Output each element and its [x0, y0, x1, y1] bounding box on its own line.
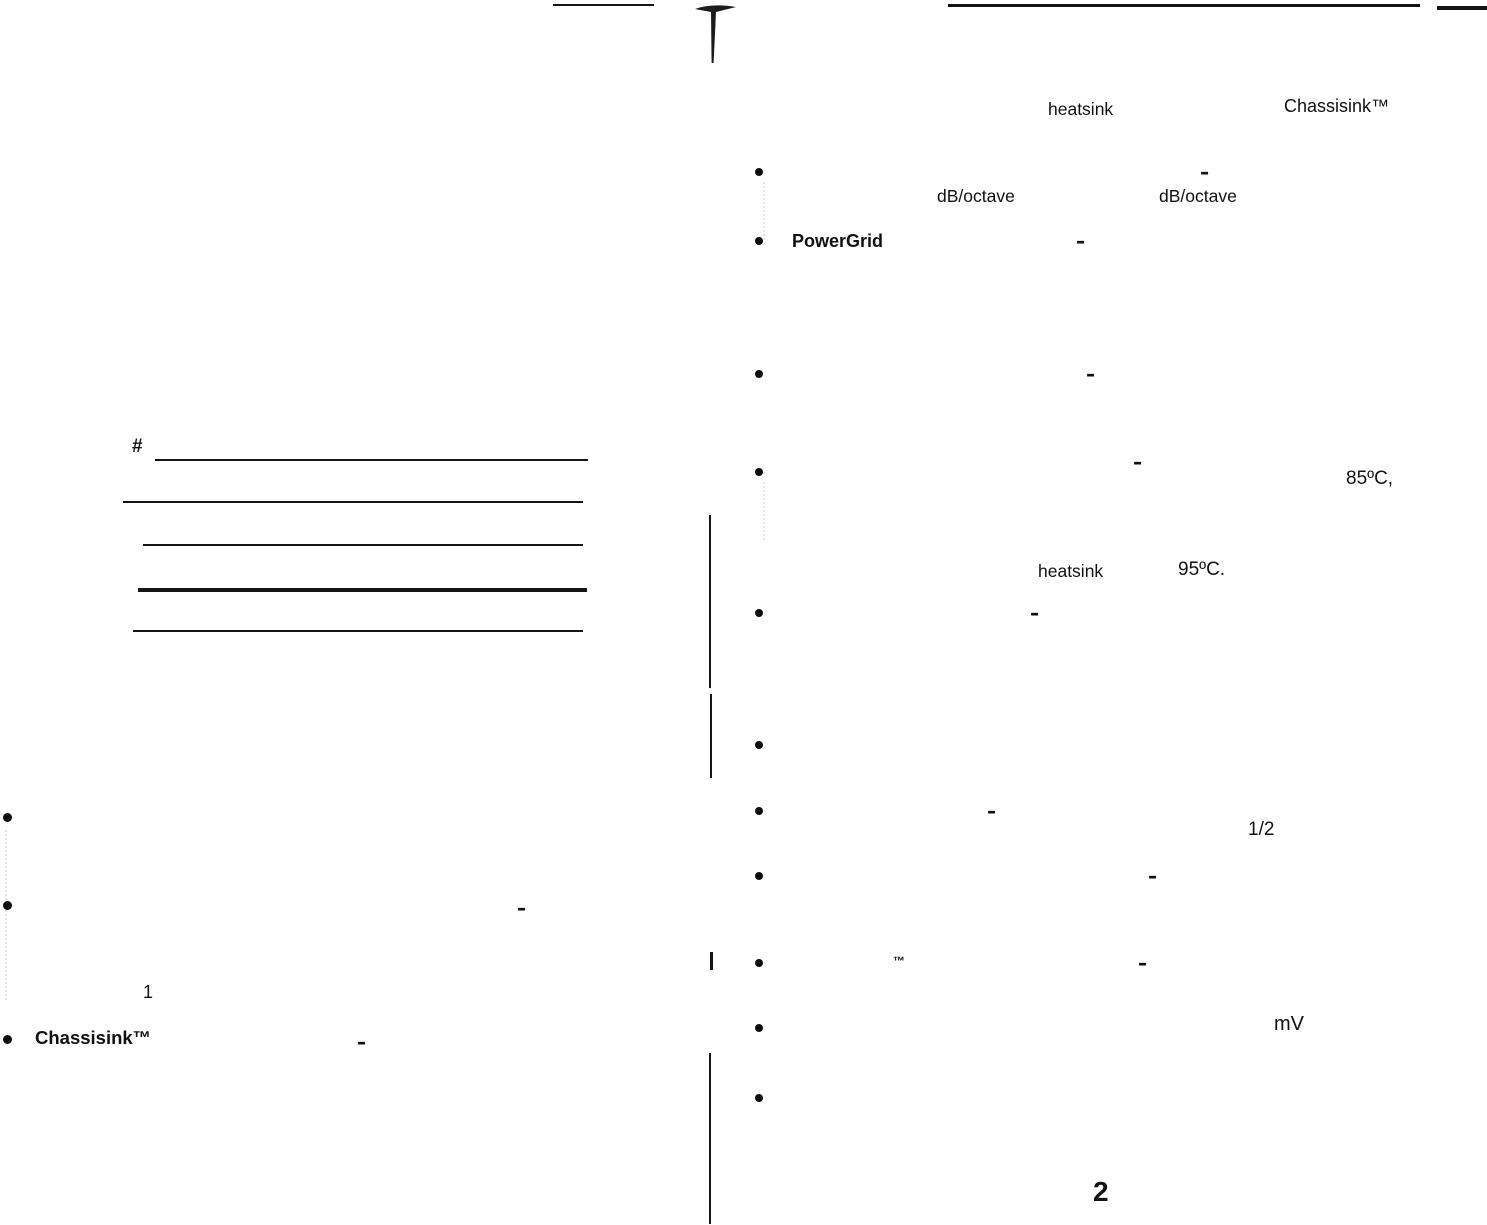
crop-mark-rule-corner [1437, 6, 1487, 10]
footnote-marker: 1 [143, 982, 154, 1002]
chassisink-word: Chassisink™ [1284, 96, 1390, 116]
bullet-icon [3, 901, 12, 910]
dash-fragment: - [517, 895, 527, 920]
bullet-icon [755, 370, 763, 378]
blank-line-5 [133, 630, 583, 632]
bullet-icon [755, 168, 763, 176]
dash-fragment: - [1076, 228, 1086, 253]
bullet-icon [755, 807, 763, 815]
db-octave-fragment: dB/octave [1159, 186, 1237, 206]
bullet-icon [755, 609, 763, 617]
heatsink-word: heatsink [1038, 561, 1104, 581]
dash-fragment: - [1148, 863, 1158, 888]
dash-fragment: - [987, 798, 997, 823]
db-octave-fragment: dB/octave [937, 186, 1015, 206]
bullet-icon [755, 741, 763, 749]
blank-line-1 [155, 459, 588, 461]
column-divider [710, 694, 712, 778]
bullet-icon [755, 1094, 763, 1102]
temperature-fragment: 95ºC. [1178, 559, 1226, 580]
temperature-fragment: 85ºC, [1346, 468, 1394, 489]
blank-line-4 [138, 588, 587, 592]
scan-artifact [763, 482, 765, 540]
column-divider [709, 1053, 711, 1224]
bullet-icon [755, 1024, 763, 1032]
crop-mark-rule-right [948, 4, 1420, 7]
dash-fragment: - [1138, 950, 1148, 975]
bullet-icon [3, 1035, 12, 1044]
bullet-icon [755, 872, 763, 880]
blank-line-3 [143, 544, 583, 546]
bullet-icon [755, 959, 763, 967]
bullet-icon [755, 237, 763, 245]
dash-fragment: - [1030, 600, 1040, 625]
crop-mark-rule-left [553, 4, 654, 6]
bullet-icon [3, 813, 12, 822]
page-number: 2 [1093, 1176, 1109, 1207]
trademark-symbol: ™ [893, 954, 905, 968]
bullet-icon [755, 468, 763, 476]
pin-mark-icon [695, 5, 736, 63]
heatsink-word: heatsink [1048, 99, 1114, 119]
dash-fragment: - [357, 1029, 367, 1054]
column-divider [709, 515, 711, 688]
dash-fragment: - [1200, 159, 1210, 184]
scan-artifact [5, 830, 7, 1000]
chassisink-label: Chassisink™ [35, 1027, 152, 1048]
fraction-fragment: 1/2 [1248, 819, 1275, 840]
serial-number-hash: # [132, 436, 143, 457]
scan-artifact [763, 182, 765, 240]
dash-fragment: - [1086, 361, 1096, 386]
blank-line-2 [123, 501, 583, 503]
dash-fragment: - [1133, 449, 1143, 474]
powergrid-label: PowerGrid [792, 231, 884, 251]
unit-fragment: mV [1274, 1013, 1304, 1035]
column-divider-tick [710, 952, 713, 970]
